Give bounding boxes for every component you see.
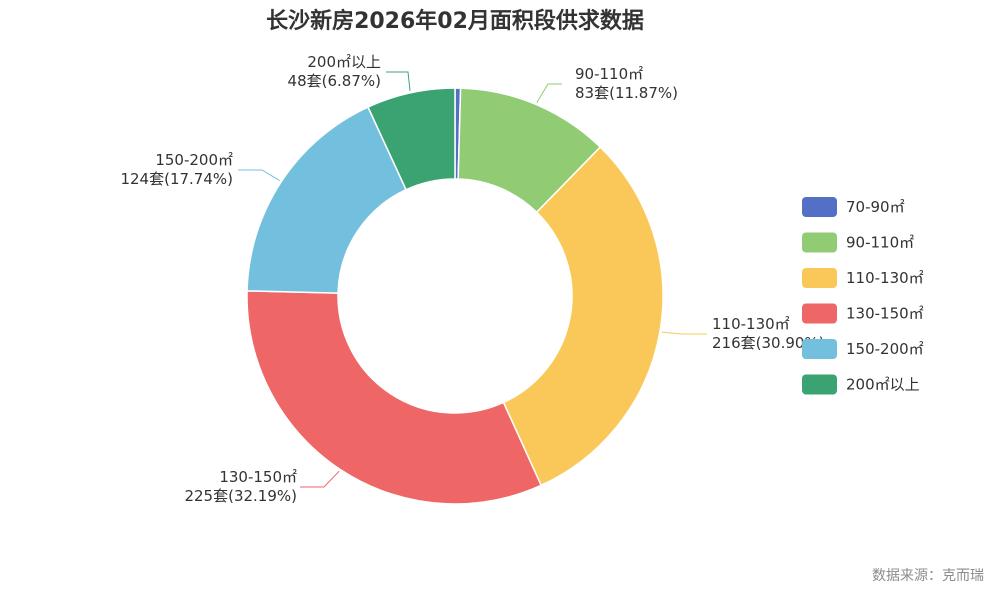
legend-item-110-130[interactable]: 110-130㎡ xyxy=(802,268,924,288)
legend-item-70-90[interactable]: 70-90㎡ xyxy=(802,197,905,217)
donut-slices xyxy=(246,87,664,505)
slice-label-name-90-110: 90-110㎡ xyxy=(575,65,643,83)
legend-swatch-150-200 xyxy=(802,339,837,359)
leader-line-110-130 xyxy=(661,331,707,335)
slice-label-value-90-110: 83套(11.87%) xyxy=(575,84,678,102)
slice-110-130 xyxy=(502,146,664,487)
legend-label-200-plus: 200㎡以上 xyxy=(846,376,920,394)
leader-line-130-150 xyxy=(300,470,340,488)
slice-label-value-200-plus: 48套(6.87%) xyxy=(288,72,381,90)
legend-item-130-150[interactable]: 130-150㎡ xyxy=(802,303,924,324)
legend: 70-90㎡ 90-110㎡ 110-130㎡ 130-150㎡ 150-200㎡ 200… xyxy=(802,197,924,395)
legend-label-70-90: 70-90㎡ xyxy=(846,198,905,216)
legend-label-110-130: 110-130㎡ xyxy=(846,269,924,287)
slice-label-value-110-130: 216套(30.90%) xyxy=(712,334,825,352)
leader-line-150-200 xyxy=(238,169,280,181)
slice-label-value-150-200: 124套(17.74%) xyxy=(120,170,233,188)
legend-item-150-200[interactable]: 150-200㎡ xyxy=(802,339,924,359)
slice-label-name-200-plus: 200㎡以上 xyxy=(307,53,381,71)
legend-swatch-200-plus xyxy=(802,374,837,395)
legend-swatch-110-130 xyxy=(802,268,837,288)
data-source-note: 数据来源：克而瑞 xyxy=(872,568,984,584)
legend-label-130-150: 130-150㎡ xyxy=(846,305,924,323)
slice-150-200 xyxy=(246,106,408,294)
chart-title: 长沙新房2026年02月面积段供求数据 xyxy=(266,8,644,34)
slice-130-150 xyxy=(246,290,543,505)
legend-label-150-200: 150-200㎡ xyxy=(846,340,924,358)
slice-label-name-110-130: 110-130㎡ xyxy=(712,315,790,333)
legend-item-90-110[interactable]: 90-110㎡ xyxy=(802,232,914,253)
legend-swatch-130-150 xyxy=(802,303,837,324)
legend-swatch-70-90 xyxy=(802,197,837,217)
legend-swatch-90-110 xyxy=(802,232,837,253)
legend-item-200-plus[interactable]: 200㎡以上 xyxy=(802,374,920,395)
leader-line-90-110 xyxy=(536,83,562,103)
legend-label-90-110: 90-110㎡ xyxy=(846,234,914,252)
slice-200-plus xyxy=(367,87,456,191)
slice-label-value-130-150: 225套(32.19%) xyxy=(184,487,297,505)
leader-line-200-plus xyxy=(386,71,411,91)
slice-label-name-130-150: 130-150㎡ xyxy=(219,468,297,486)
slice-label-name-150-200: 150-200㎡ xyxy=(155,151,233,169)
label-leader-lines xyxy=(238,71,707,488)
